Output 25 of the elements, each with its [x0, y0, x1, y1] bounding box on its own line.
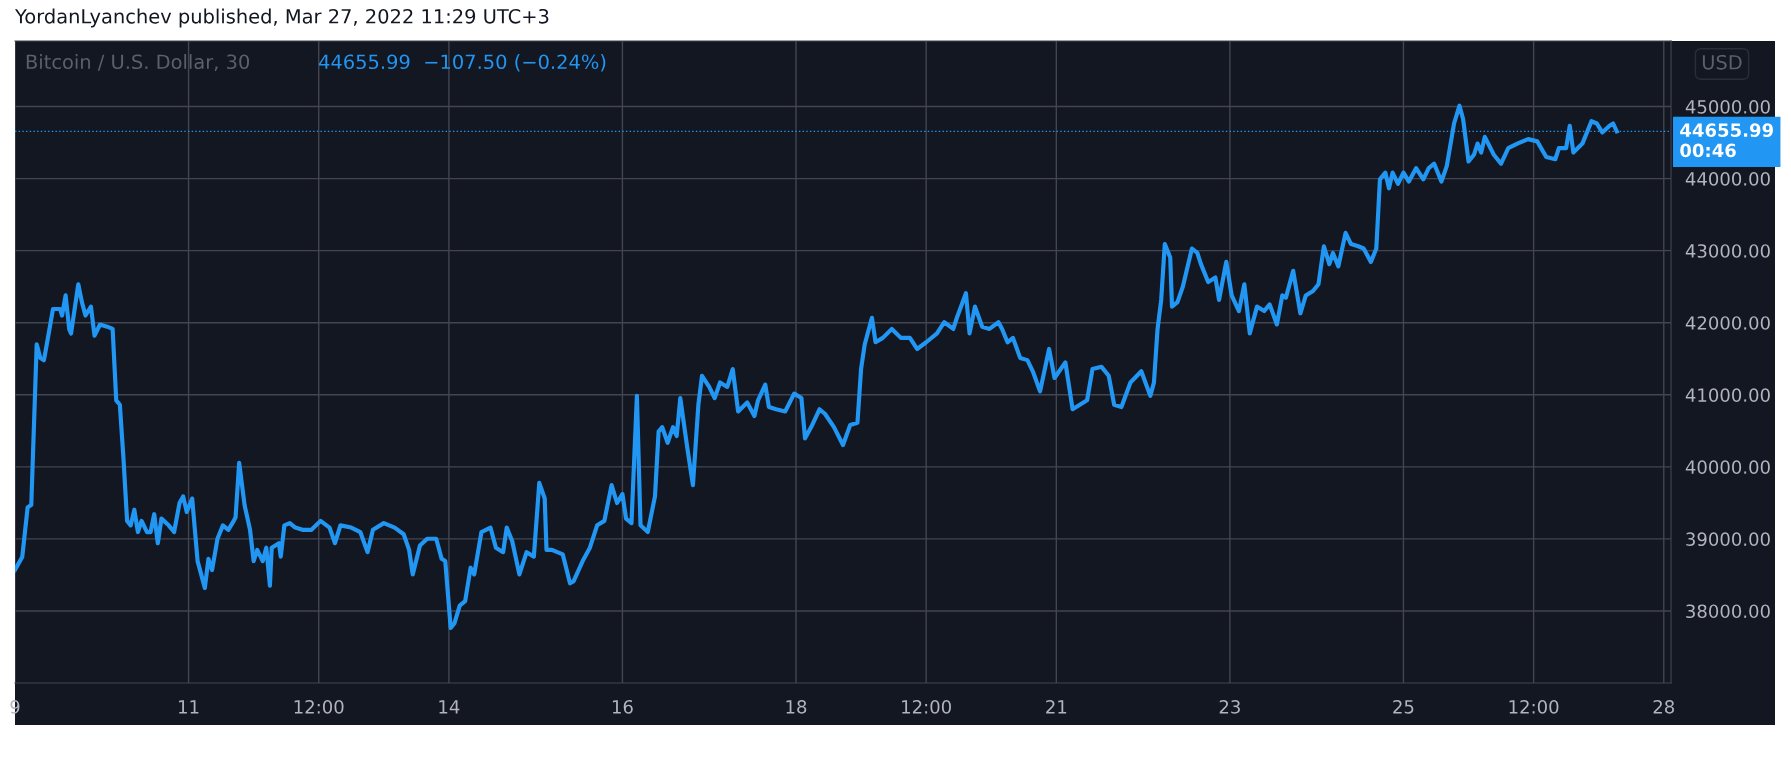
x-tick-label: 14 — [439, 700, 460, 714]
x-tick-label: 12:00 — [902, 699, 951, 714]
x-tick-label: 11 — [179, 700, 199, 714]
x-tick-label: 12:00 — [294, 699, 344, 714]
x-tick-label: 25 — [1393, 699, 1414, 714]
x-tick-label: 28 — [1653, 699, 1675, 714]
x-tick-label: 12:00 — [1509, 699, 1559, 714]
x-tick-label: 21 — [1046, 699, 1067, 714]
y-tick-label: 40000.00 — [1685, 460, 1770, 474]
y-tick-label: 42000.00 — [1685, 316, 1770, 330]
y-tick-label: 38000.00 — [1686, 604, 1770, 619]
y-tick-label: 41000.00 — [1685, 388, 1770, 402]
y-tick-label: 43000.00 — [1685, 244, 1770, 258]
x-tick-label: 23 — [1219, 699, 1240, 714]
text: 44655.99 −107.50 (−0.24%) — [319, 54, 606, 72]
text: YordanLyanchev published, Mar 27, 2022 11:29 UTC+3 — [14, 8, 549, 28]
x-tick-label: 16 — [612, 699, 633, 714]
text: USD — [1702, 54, 1742, 70]
y-tick-label: 44000.00 — [1685, 172, 1770, 186]
y-tick-label: 45000.00 — [1685, 100, 1770, 114]
x-tick-label: 9 — [10, 699, 20, 714]
text: Bitcoin / U.S. Dollar, 30 — [26, 54, 250, 72]
y-tick-label: 39000.00 — [1686, 532, 1770, 547]
ref-line-label: 44655.99 00:46 — [1680, 123, 1773, 158]
x-tick-label: 18 — [786, 699, 807, 714]
